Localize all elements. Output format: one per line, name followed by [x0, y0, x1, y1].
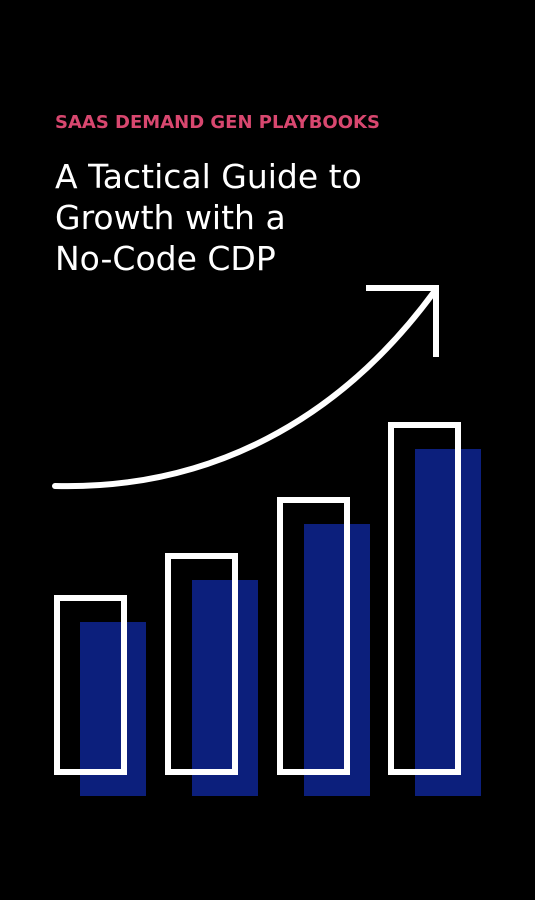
- blue-bar: [80, 622, 146, 796]
- growth-arrow: [52, 285, 439, 490]
- outline-bar: [165, 553, 238, 775]
- blue-bar: [192, 580, 258, 796]
- outline-bar: [277, 497, 350, 775]
- outline-bar: [388, 422, 461, 775]
- blue-bars: [80, 449, 481, 796]
- outline-bar: [54, 595, 127, 775]
- blue-bar: [304, 524, 370, 796]
- title-line: No-Code CDP: [55, 239, 276, 278]
- outline-bars: [54, 422, 461, 775]
- title-line: A Tactical Guide to: [55, 157, 362, 196]
- title-line: Growth with a: [55, 198, 286, 237]
- arrow-head: [366, 285, 439, 357]
- arrow-curve: [52, 289, 437, 490]
- eyebrow: SAAS DEMAND GEN PLAYBOOKS: [55, 112, 380, 133]
- blue-bar: [415, 449, 481, 796]
